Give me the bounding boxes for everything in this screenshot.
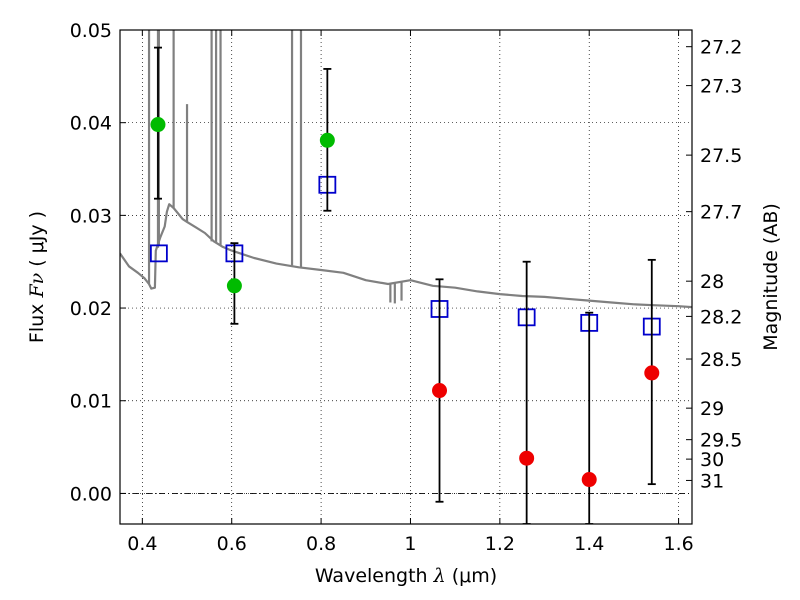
- y2-tick-label: 28.5: [700, 349, 742, 371]
- axes: 0.4 0.6 0.8 1 1.2 1.4 1.6 0.00 0.01 0.02 0.03 0.04 0…: [70, 20, 743, 555]
- model-spectrum-line: [120, 203, 692, 309]
- x-tick-label: 1.4: [574, 533, 604, 555]
- grid-lines: [120, 29, 692, 524]
- x-tick-label: 1.6: [663, 533, 693, 555]
- y2-axis-title: Magnitude (AB): [760, 203, 782, 351]
- y2-tick-label: 28.2: [700, 306, 742, 328]
- y2-tick-label: 30: [700, 449, 724, 471]
- y2-tick-label: 28: [700, 271, 724, 293]
- y2-tick-label: 31: [700, 470, 724, 492]
- y2-tick-label: 27.7: [700, 202, 742, 224]
- x-tick-label: 0.6: [217, 533, 247, 555]
- x-tick-label: 0.4: [127, 533, 157, 555]
- detection-point: [150, 117, 166, 133]
- y-tick-label: 0.02: [70, 298, 112, 320]
- x-tick-label: 1.2: [485, 533, 515, 555]
- y2-tick-label: 29: [700, 398, 724, 420]
- y-tick-label: 0.00: [70, 483, 112, 505]
- y2-tick-label: 29.5: [700, 430, 742, 452]
- model-photometry-square: [149, 244, 168, 263]
- nondetection-point: [644, 365, 660, 381]
- y-tick-label: 0.04: [70, 113, 112, 135]
- plot-area: [120, 30, 692, 524]
- y-axis-title: Flux Fν ( μJy ): [26, 211, 48, 343]
- nondetection-point: [519, 450, 535, 466]
- x-tick-label: 0.8: [306, 533, 336, 555]
- detection-point: [226, 278, 242, 294]
- y2-tick-label: 27.3: [700, 76, 742, 98]
- y2-tick-label: 27.2: [700, 37, 742, 59]
- y2-tick-label: 27.5: [700, 145, 742, 167]
- plot-frame: [119, 29, 693, 525]
- x-axis-title: Wavelength λ (μm): [315, 565, 497, 587]
- y-tick-label: 0.05: [70, 20, 112, 42]
- y-tick-label: 0.03: [70, 205, 112, 227]
- x-tick-label: 1: [404, 533, 416, 555]
- detection-point: [319, 132, 335, 148]
- y-tick-label: 0.01: [70, 391, 112, 413]
- nondetection-point: [581, 472, 597, 488]
- nondetection-point: [432, 383, 448, 399]
